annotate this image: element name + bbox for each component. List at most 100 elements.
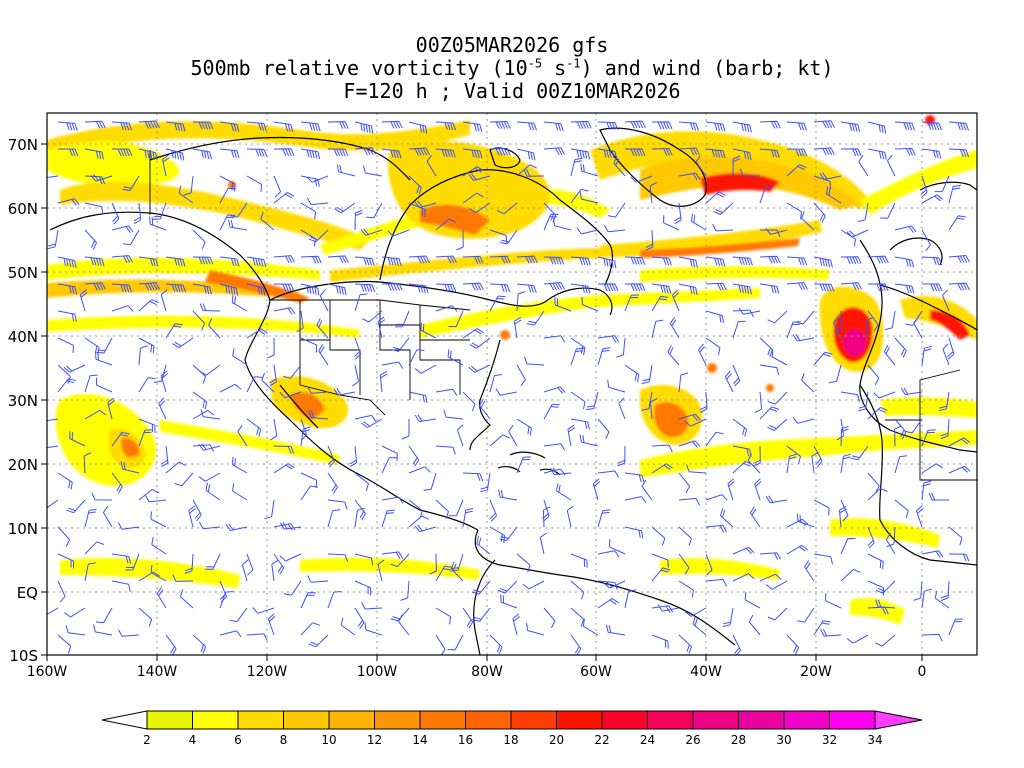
wind-barb bbox=[354, 121, 374, 134]
colorbar-label: 2 bbox=[143, 733, 151, 747]
wind-barb bbox=[641, 391, 653, 411]
wind-barb bbox=[813, 202, 826, 223]
wind-barb bbox=[205, 482, 221, 501]
wind-barb bbox=[172, 574, 194, 582]
wind-barb bbox=[570, 188, 589, 204]
wind-barb bbox=[678, 553, 690, 575]
wind-barb bbox=[414, 200, 437, 209]
lat-label: 50N bbox=[8, 264, 38, 282]
wind-barb bbox=[300, 472, 317, 488]
wind-barb bbox=[732, 155, 741, 177]
wind-barb bbox=[582, 618, 599, 636]
wind-barb bbox=[543, 607, 556, 629]
wind-barb bbox=[84, 282, 106, 291]
wind-barb bbox=[678, 283, 698, 295]
wind-barb bbox=[732, 283, 752, 295]
wind-barb bbox=[539, 532, 547, 555]
wind-barb bbox=[279, 391, 302, 399]
wind-barb bbox=[327, 499, 348, 510]
wind-barb bbox=[435, 218, 457, 231]
wind-barb bbox=[354, 472, 369, 491]
wind-barb bbox=[57, 310, 77, 322]
wind-barb bbox=[300, 337, 317, 353]
wind-barb bbox=[698, 343, 707, 366]
wind-barb bbox=[57, 553, 74, 569]
wind-barb bbox=[95, 351, 113, 366]
wind-barb bbox=[840, 121, 861, 133]
wind-barb bbox=[673, 202, 682, 225]
wind-barb bbox=[273, 463, 295, 474]
wind-barb bbox=[229, 607, 248, 623]
wind-barb bbox=[732, 546, 755, 555]
wind-barb bbox=[47, 175, 59, 179]
wind-barb bbox=[84, 120, 106, 129]
wind-barb bbox=[846, 229, 869, 238]
wind-barb bbox=[948, 465, 971, 474]
wind-barb bbox=[149, 216, 167, 231]
wind-barb bbox=[496, 202, 518, 215]
wind-barb bbox=[875, 580, 896, 594]
wind-barb bbox=[165, 256, 186, 267]
wind-barb bbox=[732, 573, 755, 582]
lat-label: 20N bbox=[8, 456, 38, 474]
wind-barb bbox=[579, 191, 599, 204]
wind-barb bbox=[921, 148, 942, 159]
wind-barb bbox=[705, 282, 727, 291]
wind-barb bbox=[111, 148, 133, 157]
wind-barb bbox=[624, 526, 644, 539]
wind-barb bbox=[192, 310, 206, 331]
wind-barb bbox=[759, 552, 781, 560]
wind-barb bbox=[867, 283, 889, 292]
wind-barb bbox=[273, 255, 295, 264]
wind-barb bbox=[820, 628, 842, 637]
wind-barb bbox=[426, 155, 437, 177]
wind-barb bbox=[316, 318, 329, 339]
wind-barb bbox=[603, 224, 626, 233]
wind-barb bbox=[543, 282, 565, 291]
lon-label: 100W bbox=[357, 664, 398, 680]
wind-barb bbox=[398, 614, 410, 636]
wind-barb bbox=[543, 403, 560, 420]
lon-label: 160W bbox=[27, 664, 68, 680]
wind-barb bbox=[198, 472, 221, 482]
wind-barb bbox=[381, 361, 404, 369]
wind-barb bbox=[624, 148, 646, 157]
wind-barb bbox=[192, 364, 207, 384]
wind-barb bbox=[840, 256, 862, 265]
wind-barb bbox=[678, 172, 701, 181]
wind-barb bbox=[111, 305, 134, 312]
colorbar-label: 4 bbox=[189, 733, 197, 747]
wind-barb bbox=[267, 337, 275, 359]
wind-barb bbox=[377, 559, 385, 582]
wind-barb bbox=[684, 418, 707, 427]
wind-barb bbox=[138, 148, 158, 161]
wind-barb bbox=[379, 370, 388, 393]
wind-barb bbox=[414, 414, 437, 422]
wind-barb bbox=[597, 347, 611, 366]
wind-barb bbox=[712, 223, 734, 232]
wind-barb bbox=[840, 148, 862, 157]
lon-label: 0 bbox=[918, 664, 927, 680]
wind-barb bbox=[836, 418, 845, 441]
wind-barb bbox=[846, 634, 869, 644]
lat-label: 60N bbox=[8, 200, 38, 218]
wind-barb bbox=[570, 418, 590, 430]
wind-barb bbox=[246, 328, 268, 339]
wind-barb bbox=[942, 289, 950, 312]
colorbar-low-arrow bbox=[101, 710, 148, 730]
wind-barb bbox=[597, 121, 619, 130]
wind-barb bbox=[840, 229, 856, 247]
wind-barb bbox=[435, 255, 457, 264]
wind-barb bbox=[894, 499, 909, 519]
wind-barb bbox=[922, 283, 943, 292]
wind-barb bbox=[435, 445, 456, 455]
wind-barb bbox=[111, 283, 132, 293]
colorbar-swatch bbox=[328, 710, 375, 730]
wind-barb bbox=[607, 379, 626, 393]
wind-barb bbox=[543, 147, 565, 156]
wind-barb bbox=[921, 229, 931, 252]
wind-barb bbox=[875, 599, 896, 609]
wind-barb bbox=[138, 429, 153, 447]
wind-barb bbox=[138, 377, 156, 393]
wind-barbs bbox=[47, 120, 971, 655]
